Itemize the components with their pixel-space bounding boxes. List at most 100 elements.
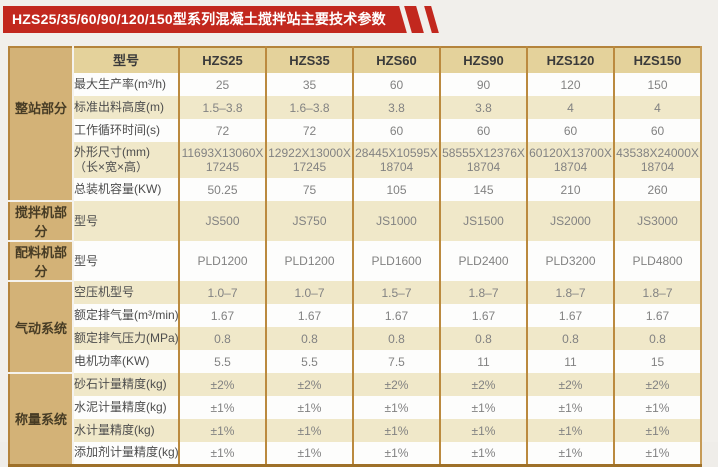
spec-value: ±1% xyxy=(613,396,701,419)
spec-value: 50.25 xyxy=(178,178,266,201)
spec-value: 1.67 xyxy=(526,304,614,327)
spec-value: 5.5 xyxy=(265,350,353,373)
spec-value: PLD4800 xyxy=(613,241,701,281)
spec-value: 60 xyxy=(352,119,440,142)
spec-value: JS750 xyxy=(265,201,353,241)
spec-value: 1.67 xyxy=(178,304,266,327)
spec-value: 60 xyxy=(439,119,527,142)
spec-value: 11 xyxy=(439,350,527,373)
page-title: HZS25/35/60/90/120/150型系列混凝土搅拌站主要技术参数 xyxy=(12,11,386,27)
spec-value: PLD3200 xyxy=(526,241,614,281)
spec-value: ±1% xyxy=(178,419,266,442)
spec-row: 电机功率(KW) 5.5 5.5 7.5 11 11 15 xyxy=(9,350,701,373)
spec-value: ±2% xyxy=(265,373,353,396)
spec-value: 0.8 xyxy=(352,327,440,350)
spec-value: 0.8 xyxy=(613,327,701,350)
banner-stripe-icon xyxy=(404,6,424,33)
spec-value: 1.0–7 xyxy=(265,281,353,304)
spec-value: 1.67 xyxy=(613,304,701,327)
group-label-weighing: 称量系统 xyxy=(9,372,74,465)
spec-value: 3.8 xyxy=(352,96,440,119)
spec-value: PLD1200 xyxy=(265,241,353,281)
spec-row: 总装机容量(KW) 50.25 75 105 145 210 260 xyxy=(9,178,701,201)
spec-value: 1.67 xyxy=(352,304,440,327)
spec-label: 型号 xyxy=(74,213,99,228)
spec-value: 43538X24000X 18704 xyxy=(613,142,701,178)
spec-value: 11 xyxy=(526,350,614,373)
spec-value: 0.8 xyxy=(526,327,614,350)
spec-value: 4 xyxy=(526,96,614,119)
spec-row: 工作循环时间(s) 72 72 60 60 60 60 xyxy=(9,119,701,142)
spec-label: 添加剂计量精度(kg) xyxy=(74,445,179,460)
spec-value: JS500 xyxy=(178,201,266,241)
spec-label: 砂石计量精度(kg) xyxy=(74,377,167,391)
spec-value: 0.8 xyxy=(265,327,353,350)
spec-value: ±1% xyxy=(265,442,353,465)
spec-label: 额定排气量(m³/min) xyxy=(74,308,179,322)
spec-value: ±1% xyxy=(265,419,353,442)
spec-value: 35 xyxy=(265,73,353,96)
spec-value: ±1% xyxy=(526,419,614,442)
spec-row: 气动系统 空压机型号 1.0–7 1.0–7 1.5–7 1.8–7 1.8–7… xyxy=(9,280,701,373)
spec-value: JS1000 xyxy=(352,201,440,241)
model-column-header: HZS150 xyxy=(613,47,701,73)
spec-label: 水泥计量精度(kg) xyxy=(74,400,167,414)
spec-value: ±1% xyxy=(439,442,527,465)
spec-value: 1.8–7 xyxy=(439,281,527,304)
spec-label: 型号 xyxy=(74,253,99,268)
spec-value: PLD1600 xyxy=(352,241,440,281)
spec-value: 1.5–3.8 xyxy=(178,96,266,119)
spec-value: 260 xyxy=(613,178,701,201)
model-column-header: HZS25 xyxy=(178,47,266,73)
spec-value: 72 xyxy=(178,119,266,142)
spec-row: 水计量精度(kg) ±1% ±1% ±1% ±1% ±1% ±1% xyxy=(9,419,701,442)
spec-value: ±1% xyxy=(613,419,701,442)
spec-row: 添加剂计量精度(kg) ±1% ±1% ±1% ±1% ±1% ±1% xyxy=(9,442,701,465)
spec-value: 90 xyxy=(439,73,527,96)
spec-value: ±1% xyxy=(265,396,353,419)
spec-label: 外形尺寸(mm) （长×宽×高） xyxy=(74,145,150,174)
spec-value: 1.67 xyxy=(265,304,353,327)
spec-value: 58555X12376X 18704 xyxy=(439,142,527,178)
spec-value: ±1% xyxy=(526,396,614,419)
spec-value: 75 xyxy=(265,178,353,201)
spec-value: 7.5 xyxy=(352,350,440,373)
spec-value: 1.5–7 xyxy=(352,281,440,304)
spec-value: ±2% xyxy=(613,373,701,396)
spec-value: 15 xyxy=(613,350,701,373)
spec-value: JS1500 xyxy=(439,201,527,241)
spec-value: ±2% xyxy=(352,373,440,396)
title-banner: HZS25/35/60/90/120/150型系列混凝土搅拌站主要技术参数 xyxy=(3,6,396,33)
spec-value: 120 xyxy=(526,73,614,96)
spec-row: 标准出料高度(m) 1.5–3.8 1.6–3.8 3.8 3.8 4 4 xyxy=(9,96,701,119)
spec-label: 总装机容量(KW) xyxy=(74,182,162,196)
spec-row: 额定排气量(m³/min) 1.67 1.67 1.67 1.67 1.67 1… xyxy=(9,304,701,327)
table-header-row: 整站部分 型号 HZS25 HZS35 HZS60 HZS90 HZS120 H… xyxy=(9,47,701,201)
model-column-header: HZS120 xyxy=(526,47,614,73)
spec-value: ±1% xyxy=(439,396,527,419)
spec-value: JS3000 xyxy=(613,201,701,241)
spec-value: JS2000 xyxy=(526,201,614,241)
spec-value: 28445X10595X 18704 xyxy=(352,142,440,178)
spec-value: 5.5 xyxy=(178,350,266,373)
model-column-header: HZS60 xyxy=(352,47,440,73)
group-label-pneumatic: 气动系统 xyxy=(9,280,74,373)
spec-row: 搅拌机部分 型号 JS500 JS750 JS1000 JS1500 JS200… xyxy=(9,200,701,241)
spec-value: 12922X13000X 17245 xyxy=(265,142,353,178)
spec-value: 0.8 xyxy=(178,327,266,350)
spec-value: 60120X13700X 18704 xyxy=(526,142,614,178)
spec-value: ±1% xyxy=(178,442,266,465)
page: HZS25/35/60/90/120/150型系列混凝土搅拌站主要技术参数 整站… xyxy=(0,0,718,442)
spec-value: 60 xyxy=(613,119,701,142)
model-header-label: 型号 xyxy=(112,53,139,68)
spec-label: 水计量精度(kg) xyxy=(74,423,155,437)
spec-value: ±1% xyxy=(526,442,614,465)
spec-row: 外形尺寸(mm) （长×宽×高） 11693X13060X 17245 1292… xyxy=(9,142,701,178)
spec-value: 1.8–7 xyxy=(526,281,614,304)
spec-row: 水泥计量精度(kg) ±1% ±1% ±1% ±1% ±1% ±1% xyxy=(9,396,701,419)
spec-label: 工作循环时间(s) xyxy=(74,123,160,137)
spec-value: 72 xyxy=(265,119,353,142)
spec-value: 1.6–3.8 xyxy=(265,96,353,119)
spec-label: 最大生产率(m³/h) xyxy=(74,77,166,91)
spec-value: ±1% xyxy=(352,419,440,442)
